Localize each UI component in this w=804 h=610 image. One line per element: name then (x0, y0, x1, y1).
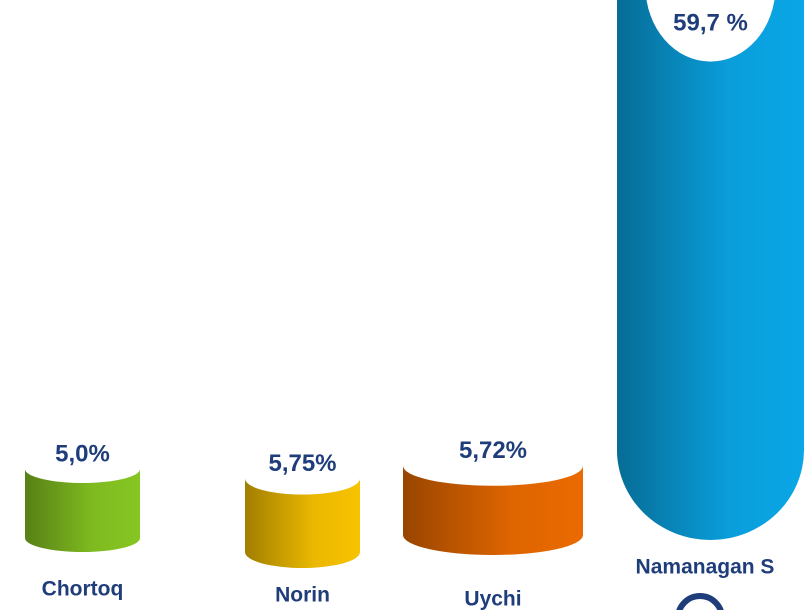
value-label: 5,75% (268, 450, 336, 477)
bar-shade (25, 469, 140, 552)
bar-shade (245, 478, 360, 568)
value-label: 59,7 % (673, 9, 748, 36)
bar-top (646, 0, 775, 62)
value-label: 5,72% (459, 437, 527, 464)
bar-top (245, 462, 360, 495)
category-label: Norin (275, 584, 330, 607)
category-label: Uychi (464, 588, 521, 610)
bar-top (25, 455, 140, 483)
bar-shade (617, 0, 804, 540)
value-label: 5,0% (55, 440, 110, 467)
bar-top (403, 445, 583, 486)
category-label: Namanagan S (636, 556, 775, 579)
icon (676, 593, 724, 610)
bar-shade (403, 465, 583, 555)
category-label: Chortoq (42, 578, 124, 601)
